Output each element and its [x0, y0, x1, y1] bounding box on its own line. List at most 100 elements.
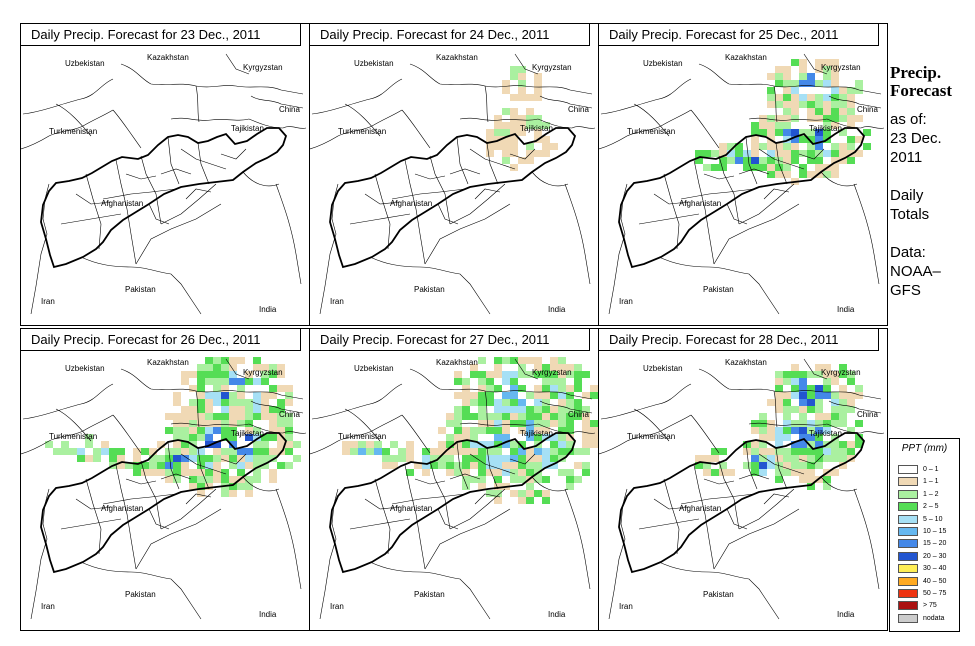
precip-map: Uzbekistan Kazakhstan Kyrgyzstan China Turkm…: [599, 53, 885, 315]
country-border: [80, 256, 202, 315]
legend-label: 1 – 1: [923, 478, 939, 486]
precip-cell: [486, 441, 494, 448]
precip-cell: [261, 455, 269, 462]
province-border: [424, 203, 511, 265]
country-border: [282, 431, 307, 434]
precip-cell: [743, 150, 751, 157]
precip-cell: [494, 497, 502, 504]
map-label-china: China: [279, 105, 300, 114]
precip-cell: [205, 427, 213, 434]
precip-cell: [518, 115, 526, 122]
precip-cell: [775, 434, 783, 441]
precip-cell: [590, 392, 598, 399]
precip-cell: [783, 136, 791, 143]
map-label-turkmenistan: Turkmenistan: [49, 432, 97, 441]
precip-cell: [486, 150, 494, 157]
precip-cell: [510, 490, 518, 497]
precip-cell: [791, 87, 799, 94]
precip-cell: [285, 434, 293, 441]
precip-cell: [751, 455, 759, 462]
precip-cell: [807, 399, 815, 406]
precip-cell: [494, 462, 502, 469]
precip-cell: [558, 378, 566, 385]
precip-cell: [719, 143, 727, 150]
precip-cell: [181, 406, 189, 413]
precip-cell: [518, 385, 526, 392]
province-border: [85, 478, 102, 555]
precip-cell: [542, 392, 550, 399]
precip-cell: [799, 164, 807, 171]
precip-cell: [550, 143, 558, 150]
precip-cell: [61, 448, 69, 455]
precip-cell: [775, 378, 783, 385]
map-label-turkmenistan: Turkmenistan: [338, 127, 386, 136]
precip-cell: [438, 441, 446, 448]
precip-cell: [839, 129, 847, 136]
precip-cell: [213, 455, 221, 462]
country-border: [22, 383, 114, 420]
precip-cell: [582, 462, 590, 469]
precip-cell: [807, 101, 815, 108]
country-border: [571, 431, 596, 434]
legend-label: 10 – 15: [923, 528, 947, 535]
precip-cell: [454, 427, 462, 434]
precip-cell: [791, 136, 799, 143]
precip-cell: [815, 448, 823, 455]
precip-cell: [93, 448, 101, 455]
precip-cell: [518, 157, 526, 164]
map-label-uzbekistan: Uzbekistan: [65, 364, 105, 373]
precip-cell: [831, 434, 839, 441]
precip-cell: [470, 427, 478, 434]
map-label-tajikistan: Tajikistan: [231, 429, 264, 438]
precip-cell: [446, 441, 454, 448]
precip-cell: [510, 66, 518, 73]
precip-cell: [518, 94, 526, 101]
precip-cell: [261, 406, 269, 413]
precip-cell: [831, 455, 839, 462]
precip-cell: [229, 371, 237, 378]
precip-cell: [839, 115, 847, 122]
precip-cell: [197, 420, 205, 427]
country-border: [319, 183, 339, 315]
country-border: [599, 109, 692, 150]
precip-cell: [855, 115, 863, 122]
precip-cell: [205, 364, 213, 371]
precip-cell: [229, 448, 237, 455]
country-border: [773, 85, 778, 123]
province-border: [429, 460, 451, 530]
country-border: [369, 256, 491, 315]
precip-cell: [133, 455, 141, 462]
precip-map: Uzbekistan Kazakhstan Kyrgyzstan China Turkm…: [21, 53, 307, 315]
precip-cell: [61, 441, 69, 448]
map-label-china: China: [857, 410, 878, 419]
precip-cell: [743, 441, 751, 448]
precip-cell: [526, 94, 534, 101]
country-border: [310, 109, 403, 150]
precip-cell: [823, 385, 831, 392]
precip-cell: [799, 434, 807, 441]
precip-cell: [807, 80, 815, 87]
precip-cell: [534, 94, 542, 101]
precip-cell: [253, 399, 261, 406]
province-border: [703, 173, 735, 180]
country-border: [748, 422, 828, 426]
precip-cell: [847, 122, 855, 129]
precip-cell: [462, 392, 470, 399]
precip-cell: [847, 378, 855, 385]
precip-cell: [839, 455, 847, 462]
precip-cell: [847, 392, 855, 399]
province-border: [456, 441, 469, 490]
precip-map: Uzbekistan Kazakhstan Kyrgyzstan China Turkm…: [599, 358, 885, 620]
precip-cell: [462, 441, 470, 448]
precip-cell: [791, 108, 799, 115]
precip-cell: [229, 420, 237, 427]
precip-cell: [759, 462, 767, 469]
country-border: [828, 95, 882, 109]
precip-cell: [229, 462, 237, 469]
precip-cell: [767, 150, 775, 157]
map-label-iran: Iran: [41, 297, 55, 306]
precip-cell: [526, 115, 534, 122]
precip-cell: [526, 497, 534, 504]
precip-cell: [791, 385, 799, 392]
precip-cell: [534, 357, 542, 364]
